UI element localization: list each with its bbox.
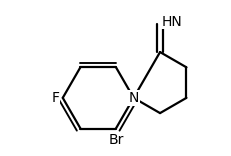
Text: HN: HN	[161, 15, 182, 29]
Text: F: F	[51, 91, 59, 105]
Text: N: N	[128, 91, 138, 105]
Text: Br: Br	[108, 133, 123, 147]
